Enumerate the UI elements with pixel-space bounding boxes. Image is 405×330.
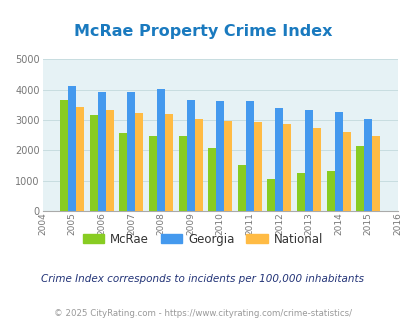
Bar (267, 179, 275, 211)
Bar (98, 92, 106, 211)
Bar (68, 86, 76, 211)
Bar (135, 113, 143, 211)
Bar (119, 133, 127, 211)
Text: McRae Property Crime Index: McRae Property Crime Index (74, 24, 331, 39)
Bar (342, 132, 350, 211)
Bar (356, 146, 363, 211)
Bar (237, 165, 245, 211)
Bar (253, 122, 261, 211)
Bar (296, 173, 304, 211)
Bar (60, 100, 68, 211)
Legend: McRae, Georgia, National: McRae, Georgia, National (78, 228, 327, 250)
Bar (165, 114, 173, 211)
Bar (178, 136, 186, 211)
Text: Crime Index corresponds to incidents per 100,000 inhabitants: Crime Index corresponds to incidents per… (41, 274, 364, 284)
Bar (312, 128, 320, 211)
Bar (90, 115, 98, 211)
Bar (208, 148, 216, 211)
Bar (149, 136, 157, 211)
Bar (106, 110, 113, 211)
Bar (216, 101, 224, 211)
Bar (371, 136, 379, 211)
Bar (334, 112, 342, 211)
Bar (224, 121, 232, 211)
Bar (186, 100, 194, 211)
Bar (127, 92, 135, 211)
Bar (157, 89, 165, 211)
Bar (245, 101, 253, 211)
Bar (194, 119, 202, 211)
Bar (363, 119, 371, 211)
Bar (283, 124, 291, 211)
Bar (326, 171, 334, 211)
Bar (76, 107, 84, 211)
Bar (275, 108, 283, 211)
Bar (304, 110, 312, 211)
Text: © 2025 CityRating.com - https://www.cityrating.com/crime-statistics/: © 2025 CityRating.com - https://www.city… (54, 309, 351, 318)
